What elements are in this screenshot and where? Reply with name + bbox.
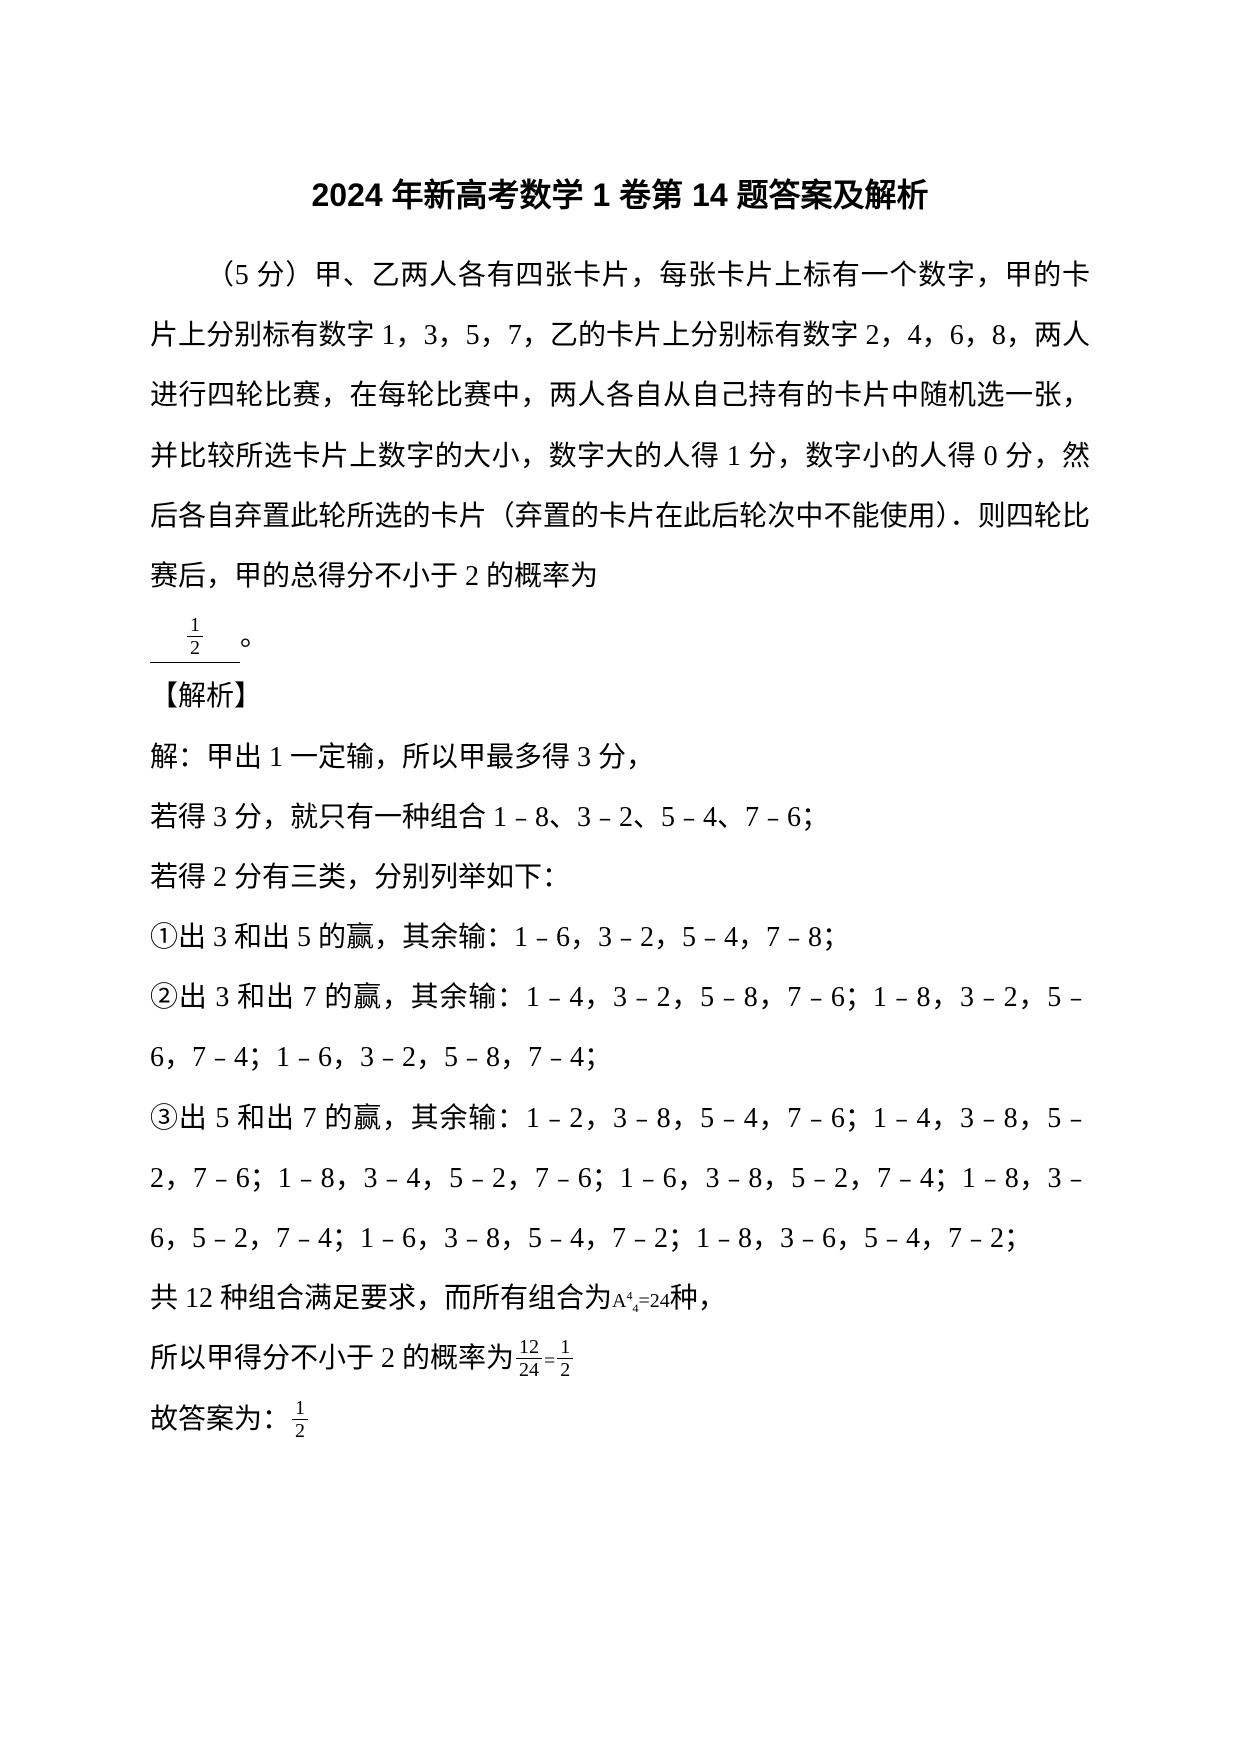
line-7: 共 12 种组合满足要求，而所有组合为A44=24种， — [150, 1269, 1090, 1329]
line-7-prefix: 共 12 种组合满足要求，而所有组合为 — [150, 1283, 612, 1314]
line-8-prefix: 所以甲得分不小于 2 的概率为 — [150, 1343, 514, 1374]
page-title: 2024 年新高考数学 1 卷第 14 题答案及解析 — [150, 170, 1090, 216]
answer-frac-den: 2 — [187, 637, 203, 658]
line-1: 解：甲出 1 一定输，所以甲最多得 3 分， — [150, 728, 1090, 788]
line-9: 故答案为： 1 2 — [150, 1390, 1090, 1450]
line-5: ②出 3 和出 7 的赢，其余输：1﹣4，3﹣2，5﹣8，7﹣6；1﹣8，3﹣2… — [150, 968, 1090, 1088]
frac-12-24-num: 12 — [516, 1337, 542, 1359]
line-8: 所以甲得分不小于 2 的概率为 12 24 = 1 2 — [150, 1329, 1090, 1389]
permutation-symbol: A44=24 — [612, 1290, 670, 1312]
question-text: （5 分）甲、乙两人各有四张卡片，每张卡片上标有一个数字，甲的卡片上分别标有数字… — [150, 260, 1090, 592]
document-body: （5 分）甲、乙两人各有四张卡片，每张卡片上标有一个数字，甲的卡片上分别标有数字… — [150, 246, 1090, 1450]
frac-1-2-num: 1 — [557, 1337, 573, 1359]
final-frac-den: 2 — [292, 1420, 308, 1441]
answer-blank: 1 2 — [150, 617, 240, 663]
final-frac-num: 1 — [292, 1398, 308, 1420]
frac-1-2-den: 2 — [557, 1359, 573, 1380]
line-4: ①出 3 和出 5 的赢，其余输：1﹣6，3﹣2，5﹣4，7﹣8； — [150, 908, 1090, 968]
final-answer-frac: 1 2 — [292, 1398, 308, 1441]
line-7-suffix: 种， — [670, 1283, 726, 1314]
line-2: 若得 3 分，就只有一种组合 1﹣8、3﹣2、5﹣4、7﹣6； — [150, 788, 1090, 848]
analysis-label: 【解析】 — [150, 667, 1090, 727]
frac-12-24-den: 24 — [516, 1359, 542, 1380]
line-9-prefix: 故答案为： — [150, 1404, 290, 1435]
answer-frac-num: 1 — [187, 615, 203, 637]
perm-base: A — [612, 1290, 626, 1312]
answer-fraction: 1 2 — [187, 615, 203, 658]
frac-12-24: 12 24 — [516, 1337, 542, 1380]
equals-sign: = — [544, 1350, 555, 1372]
question-paragraph: （5 分）甲、乙两人各有四张卡片，每张卡片上标有一个数字，甲的卡片上分别标有数字… — [150, 246, 1090, 607]
line-6: ③出 5 和出 7 的赢，其余输：1﹣2，3﹣8，5﹣4，7﹣6；1﹣4，3﹣8… — [150, 1089, 1090, 1270]
perm-eq: =24 — [638, 1290, 669, 1312]
frac-1-2: 1 2 — [557, 1337, 573, 1380]
answer-suffix: 。 — [240, 621, 268, 652]
answer-blank-line: 1 2 。 — [150, 607, 1090, 667]
line-3: 若得 2 分有三类，分别列举如下： — [150, 848, 1090, 908]
